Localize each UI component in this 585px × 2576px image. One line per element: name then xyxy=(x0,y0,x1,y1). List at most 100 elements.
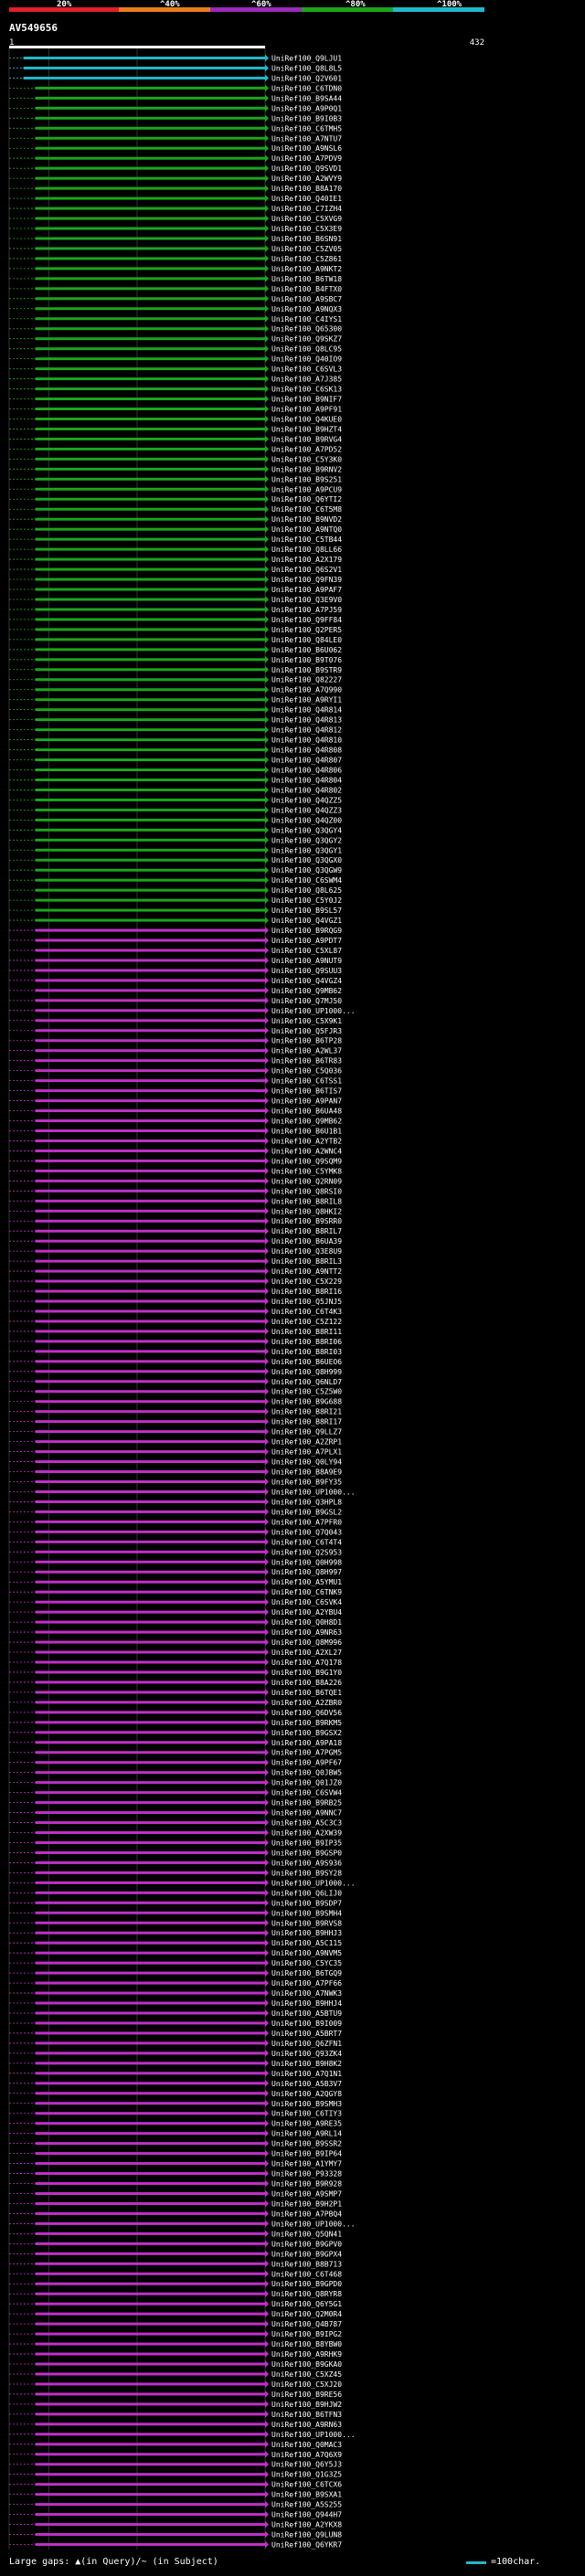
hit-bar[interactable] xyxy=(35,207,265,210)
hit-row[interactable]: UniRef100_Q5FJR3 xyxy=(9,1026,342,1035)
hit-row[interactable]: UniRef100_B8RI16 xyxy=(9,1288,342,1296)
hit-row[interactable]: UniRef100_Q6Y5J3 xyxy=(9,2460,342,2469)
hit-row[interactable]: UniRef100_B9GKA0 xyxy=(9,2360,342,2369)
hit-label[interactable]: UniRef100_A7PFR0 xyxy=(271,1518,342,1526)
hit-row[interactable]: UniRef100_B9FY35 xyxy=(9,1478,342,1486)
hit-row[interactable]: UniRef100_Q9FN39 xyxy=(9,576,342,584)
hit-bar[interactable] xyxy=(35,1971,265,1975)
hit-bar[interactable] xyxy=(35,738,265,742)
hit-bar[interactable] xyxy=(35,1510,265,1513)
hit-row[interactable]: UniRef100_Q5QN41 xyxy=(9,2230,342,2238)
hit-label[interactable]: UniRef100_Q4R812 xyxy=(271,726,342,735)
hit-label[interactable]: UniRef100_A9NTQ0 xyxy=(271,525,342,534)
hit-bar[interactable] xyxy=(35,1550,265,1553)
hit-bar[interactable] xyxy=(35,1239,265,1243)
hit-row[interactable]: UniRef100_A7Q990 xyxy=(9,685,342,694)
hit-row[interactable]: UniRef100_B9GSP0 xyxy=(9,1849,342,1857)
hit-bar[interactable] xyxy=(35,247,265,250)
hit-row[interactable]: UniRef100_A9RL14 xyxy=(9,2129,342,2138)
hit-row[interactable]: UniRef100_C6SK13 xyxy=(9,385,342,394)
hit-label[interactable]: UniRef100_B9FY35 xyxy=(271,1478,342,1486)
hit-label[interactable]: UniRef100_B6U1B1 xyxy=(271,1127,342,1135)
hit-label[interactable]: UniRef100_Q4VGZ4 xyxy=(271,977,342,985)
hit-row[interactable]: UniRef100_Q40IO9 xyxy=(9,355,342,364)
hit-row[interactable]: UniRef100_A9PF67 xyxy=(9,1758,342,1767)
hit-row[interactable]: UniRef100_Q0H8D1 xyxy=(9,1618,342,1627)
hit-bar[interactable] xyxy=(35,1881,265,1884)
hit-label[interactable]: UniRef100_A7PGM5 xyxy=(271,1749,342,1757)
hit-bar[interactable] xyxy=(35,497,265,501)
hit-row[interactable]: UniRef100_B9RE56 xyxy=(9,2390,342,2399)
hit-row[interactable]: UniRef100_A2XL27 xyxy=(9,1648,342,1657)
hit-row[interactable]: UniRef100_A7PJ59 xyxy=(9,605,342,614)
hit-bar[interactable] xyxy=(35,928,265,932)
hit-label[interactable]: UniRef100_Q9SQM9 xyxy=(271,1157,342,1165)
hit-label[interactable]: UniRef100_Q9SVD1 xyxy=(271,164,342,173)
hit-bar[interactable] xyxy=(35,1049,265,1053)
hit-label[interactable]: UniRef100_C5Y3K0 xyxy=(271,455,342,463)
hit-label[interactable]: UniRef100_C5XL87 xyxy=(271,947,342,955)
hit-row[interactable]: UniRef100_B8YBW0 xyxy=(9,2340,342,2348)
hit-bar[interactable] xyxy=(35,1460,265,1464)
hit-label[interactable]: UniRef100_Q84LE0 xyxy=(271,636,342,644)
hit-label[interactable]: UniRef100_Q93ZK4 xyxy=(271,2050,342,2058)
hit-label[interactable]: UniRef100_C6TNK9 xyxy=(271,1588,342,1596)
hit-label[interactable]: UniRef100_B8RIL8 xyxy=(271,1197,342,1205)
hit-label[interactable]: UniRef100_Q9LUN8 xyxy=(271,2531,342,2539)
hit-row[interactable]: UniRef100_Q4VGZ1 xyxy=(9,917,342,925)
hit-label[interactable]: UniRef100_A9RE35 xyxy=(271,2120,342,2128)
hit-label[interactable]: UniRef100_C4IYS1 xyxy=(271,315,342,323)
hit-label[interactable]: UniRef100_A9RN63 xyxy=(271,2421,342,2429)
hit-bar[interactable] xyxy=(35,156,265,160)
hit-bar[interactable] xyxy=(35,337,265,341)
hit-row[interactable]: UniRef100_Q9LLZ7 xyxy=(9,1427,342,1436)
hit-label[interactable]: UniRef100_B8RI16 xyxy=(271,1288,342,1296)
hit-label[interactable]: UniRef100_C5Z861 xyxy=(271,255,342,263)
hit-bar[interactable] xyxy=(35,176,265,180)
hit-label[interactable]: UniRef100_Q0H998 xyxy=(271,1558,342,1566)
hit-label[interactable]: UniRef100_Q6YKR7 xyxy=(271,2541,342,2549)
hit-row[interactable]: UniRef100_Q6Y5G1 xyxy=(9,2300,342,2308)
hit-bar[interactable] xyxy=(35,1380,265,1383)
hit-label[interactable]: UniRef100_Q6LIJ0 xyxy=(271,1889,342,1897)
hit-row[interactable]: UniRef100_A2WNC4 xyxy=(9,1147,342,1155)
hit-row[interactable]: UniRef100_A9RN63 xyxy=(9,2420,342,2429)
hit-bar[interactable] xyxy=(35,377,265,381)
hit-row[interactable]: UniRef100_C6T468 xyxy=(9,2270,342,2278)
hit-bar[interactable] xyxy=(35,2021,265,2025)
hit-label[interactable]: UniRef100_B9SRR0 xyxy=(271,1217,342,1225)
hit-bar[interactable] xyxy=(35,2503,265,2507)
hit-row[interactable]: UniRef100_B6TR83 xyxy=(9,1056,342,1065)
hit-row[interactable]: UniRef100_B6UA39 xyxy=(9,1237,342,1246)
hit-row[interactable]: UniRef100_Q8L8L5 xyxy=(9,64,342,72)
hit-label[interactable]: UniRef100_A9SBC7 xyxy=(271,295,342,303)
hit-bar[interactable] xyxy=(35,1149,265,1152)
hit-row[interactable]: UniRef100_A5YMU1 xyxy=(9,1578,342,1586)
hit-bar[interactable] xyxy=(35,1741,265,1744)
hit-bar[interactable] xyxy=(35,1891,265,1894)
hit-bar[interactable] xyxy=(35,527,265,531)
hit-label[interactable]: UniRef100_A7NTU7 xyxy=(271,134,342,143)
hit-row[interactable]: UniRef100_Q944H7 xyxy=(9,2510,342,2519)
hit-bar[interactable] xyxy=(35,2072,265,2075)
hit-bar[interactable] xyxy=(35,638,265,641)
hit-bar[interactable] xyxy=(35,2443,265,2446)
hit-label[interactable]: UniRef100_A7J385 xyxy=(271,376,342,384)
hit-row[interactable]: UniRef100_A9NQX3 xyxy=(9,304,342,313)
hit-row[interactable]: UniRef100_C5Y0J2 xyxy=(9,896,342,905)
hit-label[interactable]: UniRef100_C6SK13 xyxy=(271,386,342,394)
hit-label[interactable]: UniRef100_Q3QGY1 xyxy=(271,846,342,854)
hit-label[interactable]: UniRef100_Q8LL66 xyxy=(271,546,342,554)
hit-row[interactable]: UniRef100_Q4R814 xyxy=(9,705,342,715)
hit-row[interactable]: UniRef100_C7IZH4 xyxy=(9,205,342,213)
hit-bar[interactable] xyxy=(35,1259,265,1263)
hit-row[interactable]: UniRef100_B6U1B1 xyxy=(9,1127,342,1135)
hit-row[interactable]: UniRef100_Q6YTI2 xyxy=(9,495,342,504)
hit-bar[interactable] xyxy=(35,408,265,411)
hit-bar[interactable] xyxy=(35,1249,265,1253)
hit-bar[interactable] xyxy=(35,678,265,682)
hit-label[interactable]: UniRef100_A5C3C3 xyxy=(271,1819,342,1828)
hit-row[interactable]: UniRef100_Q6YKR7 xyxy=(9,2540,342,2549)
hit-row[interactable]: UniRef100_C5Q036 xyxy=(9,1066,342,1076)
hit-bar[interactable] xyxy=(35,507,265,511)
